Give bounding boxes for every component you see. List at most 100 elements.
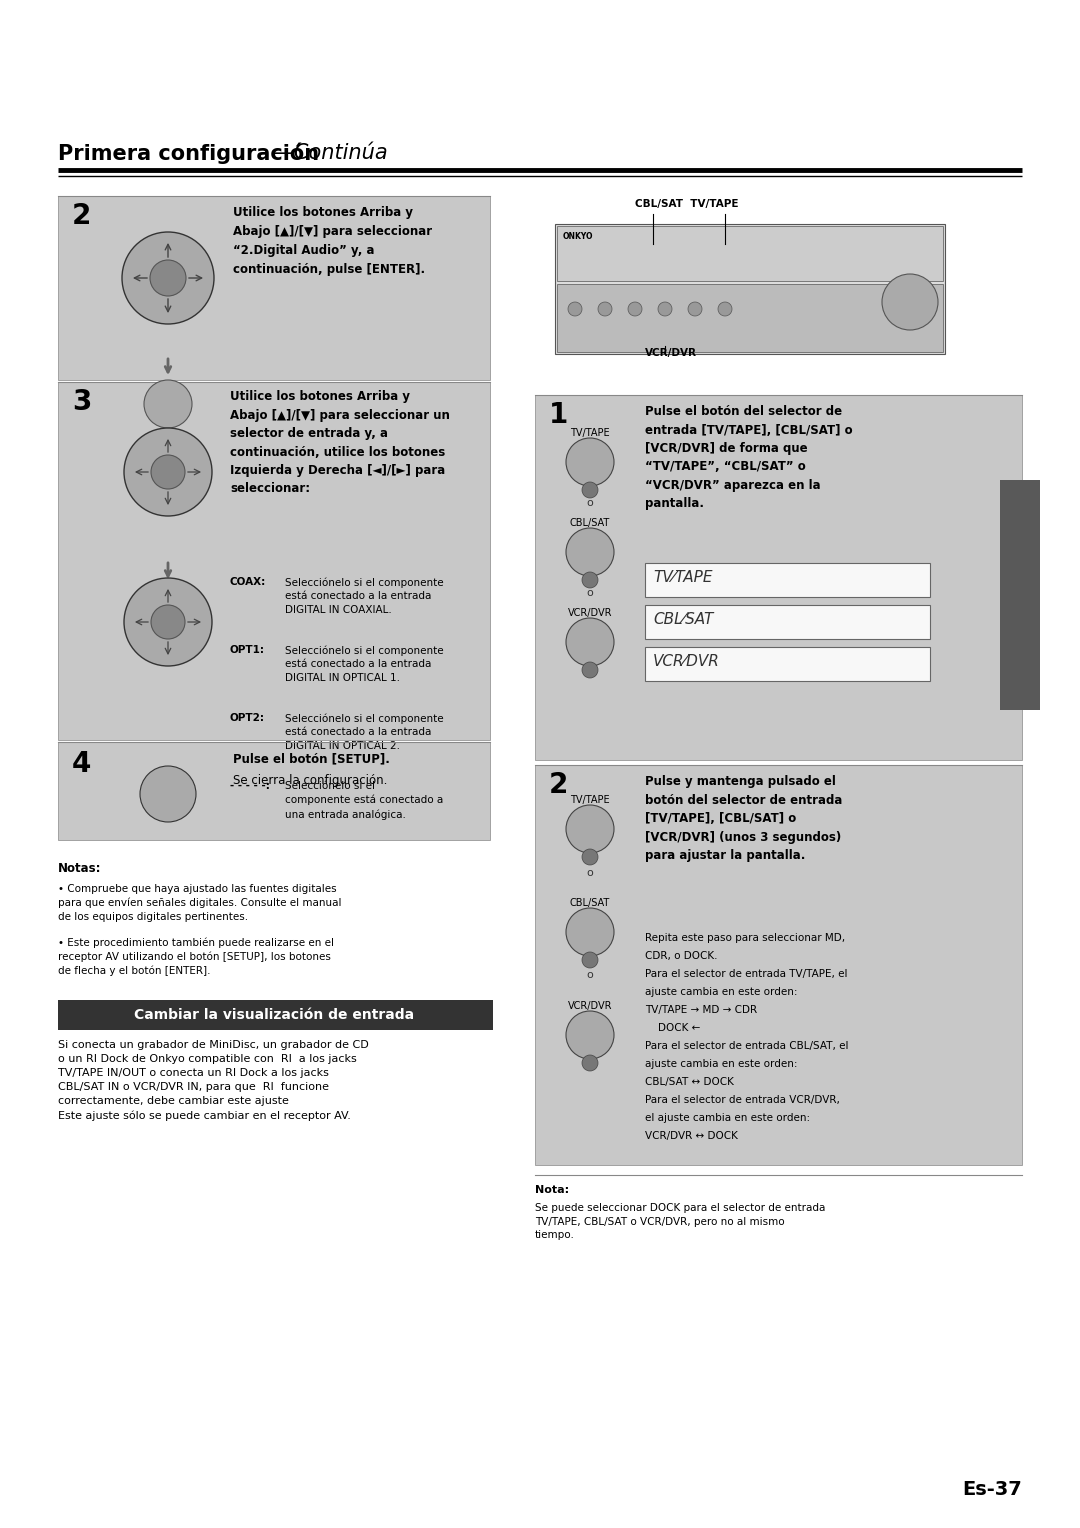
Text: 1: 1 [549, 400, 568, 429]
Text: Primera configuración: Primera configuración [58, 144, 319, 165]
Text: VCR/DVR ↔ DOCK: VCR/DVR ↔ DOCK [645, 1131, 738, 1141]
Text: 2: 2 [72, 202, 92, 231]
Circle shape [566, 908, 615, 957]
Circle shape [122, 232, 214, 324]
Text: TV/TAPE → MD → CDR: TV/TAPE → MD → CDR [645, 1005, 757, 1015]
Text: CBL/SAT: CBL/SAT [570, 898, 610, 908]
Bar [1000, 480, 1040, 711]
Circle shape [566, 529, 615, 576]
Circle shape [627, 303, 642, 316]
Text: OPT2:: OPT2: [230, 714, 265, 723]
Text: • Compruebe que haya ajustado las fuentes digitales
para que envíen señales digi: • Compruebe que haya ajustado las fuente… [58, 885, 341, 921]
Bar [557, 226, 943, 281]
Text: TV/TAPE: TV/TAPE [570, 428, 610, 439]
Bar [645, 605, 930, 639]
Circle shape [718, 303, 732, 316]
Text: Notas:: Notas: [58, 862, 102, 876]
Text: Se puede seleccionar DOCK para el selector de entrada
TV/TAPE, CBL/SAT o VCR/DVR: Se puede seleccionar DOCK para el select… [535, 1203, 825, 1241]
Text: Selecciónelo si el componente
está conectado a la entrada
DIGITAL IN OPTICAL 1.: Selecciónelo si el componente está conec… [285, 645, 444, 683]
Text: CDR, o DOCK.: CDR, o DOCK. [645, 950, 717, 961]
Text: VCR/DVR: VCR/DVR [645, 348, 697, 358]
Text: CBL/SAT: CBL/SAT [570, 518, 610, 529]
Text: • Este procedimiento también puede realizarse en el
receptor AV utilizando el bo: • Este procedimiento también puede reali… [58, 937, 334, 976]
Text: Nota:: Nota: [535, 1186, 569, 1195]
Circle shape [151, 605, 185, 639]
Circle shape [566, 617, 615, 666]
Text: CBL⁄SAT: CBL⁄SAT [653, 613, 714, 626]
Text: ENTER: ENTER [156, 400, 180, 406]
Bar [58, 999, 492, 1030]
Circle shape [582, 850, 598, 865]
Text: 3: 3 [72, 388, 92, 416]
Text: TV⁄TAPE: TV⁄TAPE [653, 570, 713, 585]
Text: 2: 2 [549, 772, 568, 799]
Text: Si conecta un grabador de MiniDisc, un grabador de CD
o un RI Dock de Onkyo comp: Si conecta un grabador de MiniDisc, un g… [58, 1041, 368, 1120]
Bar [557, 284, 943, 351]
Text: Cambiar la visualización de entrada: Cambiar la visualización de entrada [134, 1008, 414, 1022]
Text: el ajuste cambia en este orden:: el ajuste cambia en este orden: [645, 1112, 810, 1123]
Text: Pulse el botón del selector de
entrada [TV/TAPE], [CBL/SAT] o
[VCR/DVR] de forma: Pulse el botón del selector de entrada [… [645, 405, 852, 510]
Circle shape [582, 481, 598, 498]
Text: Selecciónelo si el componente
está conectado a la entrada
DIGITAL IN COAXIAL.: Selecciónelo si el componente está conec… [285, 578, 444, 614]
Text: Para el selector de entrada VCR/DVR,: Para el selector de entrada VCR/DVR, [645, 1096, 840, 1105]
Text: ajuste cambia en este orden:: ajuste cambia en este orden: [645, 1059, 797, 1070]
Text: ENTER: ENTER [158, 619, 178, 625]
Text: - - - - -:: - - - - -: [230, 781, 270, 792]
Bar [535, 766, 1022, 1164]
Circle shape [151, 455, 185, 489]
Bar [535, 196, 1022, 390]
Text: VCR⁄DVR: VCR⁄DVR [653, 654, 720, 669]
Circle shape [150, 260, 186, 296]
Text: CBL/SAT ↔ DOCK: CBL/SAT ↔ DOCK [645, 1077, 734, 1086]
Text: DOCK ←: DOCK ← [645, 1024, 700, 1033]
Circle shape [582, 1054, 598, 1071]
Text: CBL/SAT  TV/TAPE: CBL/SAT TV/TAPE [635, 199, 739, 209]
Text: SETUP: SETUP [156, 799, 180, 805]
Text: Pulse el botón [SETUP].: Pulse el botón [SETUP]. [233, 752, 390, 766]
Text: Selecciónelo si el
componente está conectado a
una entrada analógica.: Selecciónelo si el componente está conec… [285, 781, 443, 819]
Text: o: o [586, 970, 593, 979]
Bar [535, 396, 1022, 759]
Circle shape [882, 274, 939, 330]
Circle shape [140, 766, 195, 822]
Bar [555, 225, 945, 354]
Text: ajuste cambia en este orden:: ajuste cambia en este orden: [645, 987, 797, 996]
Text: Se cierra la configuración.: Se cierra la configuración. [233, 775, 388, 787]
Text: COAX:: COAX: [230, 578, 267, 587]
Text: 4: 4 [72, 750, 92, 778]
Text: o: o [586, 588, 593, 597]
Text: Utilice los botones Arriba y
Abajo [▲]/[▼] para seleccionar un
selector de entra: Utilice los botones Arriba y Abajo [▲]/[… [230, 390, 450, 495]
Bar [58, 743, 490, 840]
Text: VCR/DVR: VCR/DVR [568, 608, 612, 617]
Text: Repita este paso para seleccionar MD,: Repita este paso para seleccionar MD, [645, 934, 846, 943]
Circle shape [598, 303, 612, 316]
Circle shape [144, 380, 192, 428]
Bar [58, 196, 490, 380]
Text: Pulse y mantenga pulsado el
botón del selector de entrada
[TV/TAPE], [CBL/SAT] o: Pulse y mantenga pulsado el botón del se… [645, 775, 842, 862]
Text: Para el selector de entrada TV/TAPE, el: Para el selector de entrada TV/TAPE, el [645, 969, 848, 979]
Circle shape [124, 428, 212, 516]
Text: Selecciónelo si el componente
está conectado a la entrada
DIGITAL IN OPTICAL 2.: Selecciónelo si el componente está conec… [285, 714, 444, 750]
Text: TV/TAPE: TV/TAPE [570, 795, 610, 805]
Circle shape [566, 1012, 615, 1059]
Text: Es-37: Es-37 [962, 1481, 1022, 1499]
Text: ENTER: ENTER [158, 275, 178, 281]
Text: o: o [586, 868, 593, 879]
Text: ENTER: ENTER [158, 469, 178, 475]
Circle shape [582, 952, 598, 969]
Circle shape [582, 662, 598, 678]
Circle shape [568, 303, 582, 316]
Circle shape [582, 571, 598, 588]
Text: Utilice los botones Arriba y
Abajo [▲]/[▼] para seleccionar
“2.Digital Audio” y,: Utilice los botones Arriba y Abajo [▲]/[… [233, 206, 432, 277]
Text: o: o [586, 498, 593, 507]
Circle shape [658, 303, 672, 316]
Text: —Continúa: —Continúa [273, 144, 388, 163]
Text: ONKYO: ONKYO [563, 232, 594, 241]
Bar [645, 562, 930, 597]
Circle shape [566, 805, 615, 853]
Text: OPT1:: OPT1: [230, 645, 265, 656]
Circle shape [566, 439, 615, 486]
Bar [58, 382, 490, 740]
Text: Para el selector de entrada CBL/SAT, el: Para el selector de entrada CBL/SAT, el [645, 1041, 849, 1051]
Text: VCR/DVR: VCR/DVR [568, 1001, 612, 1012]
